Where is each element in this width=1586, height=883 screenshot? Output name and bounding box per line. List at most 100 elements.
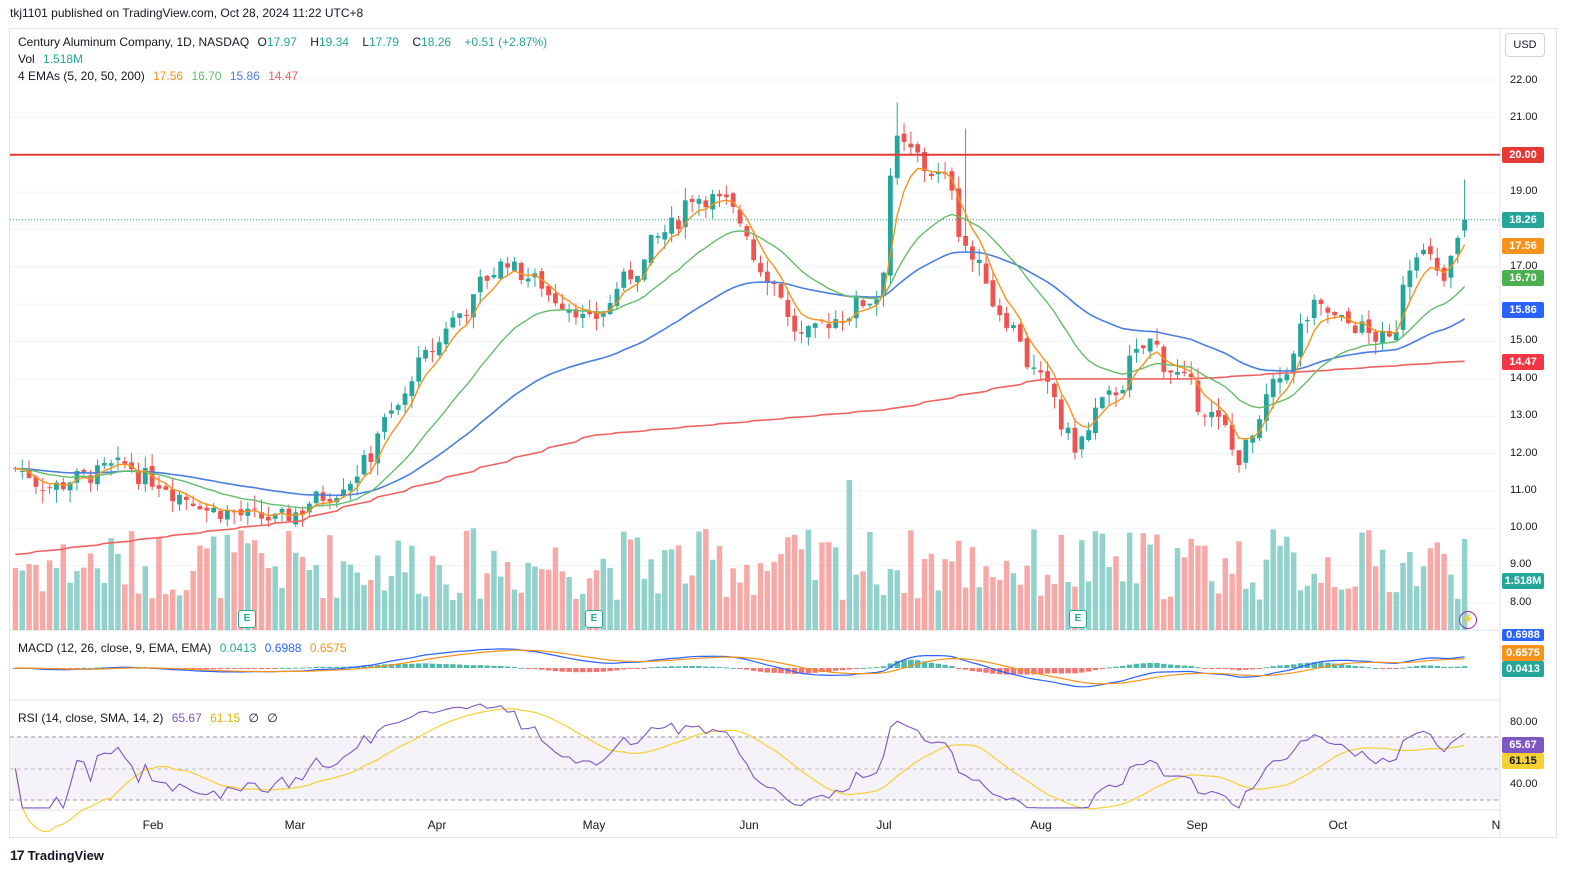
volume-bar [1099,533,1106,630]
volume-bar [1154,534,1160,630]
rsi-label[interactable]: RSI (14, close, SMA, 14, 2) [18,711,164,725]
volume-bar [559,571,566,630]
macd-hist-bar [1126,664,1133,668]
chart-frame [9,28,1557,838]
volume-bar [860,571,866,630]
ema5-line [15,167,1466,517]
rsi-ma-line [14,708,1465,833]
candle-body [252,508,258,510]
macd-hist-bar [1284,664,1290,668]
macd-hist-bar [415,663,422,668]
macd-hist-bar [1202,668,1208,669]
volume-bar [1120,581,1126,630]
vol-value: 1.518M [43,52,84,66]
volume-bar [1448,574,1454,630]
macd-hist-bar [498,665,504,668]
candle-body [512,261,517,271]
volume-bar [785,537,791,630]
candle-body [676,220,681,230]
macd-hist-bar [1441,666,1447,668]
candle-body [935,172,941,175]
volume-bar [1017,584,1023,630]
macd-hist-bar [457,664,463,668]
candle-body [382,417,387,432]
ema-label[interactable]: 4 EMAs (5, 20, 50, 200) [18,69,145,83]
volume-bar [901,592,907,630]
volume-bar [279,587,285,630]
volume-bar [539,568,545,630]
macd-hist-bar [1113,666,1119,668]
volume-bar [1167,596,1174,630]
earnings-marker[interactable]: E [585,610,603,628]
low-label: L [362,35,369,49]
volume-bar [135,593,142,630]
candle-body [54,482,59,490]
macd-hist-bar [238,668,244,669]
footer-brand[interactable]: 17 TradingView [10,847,104,863]
macd-hist-bar [204,668,210,670]
candle-body [655,236,661,238]
macd-hist-bar [826,668,832,672]
macd-hist-bar [525,668,531,669]
volume-bar [634,537,641,630]
volume-bar [682,583,689,630]
candle-body [1352,325,1358,333]
volume-bar [347,564,354,630]
candle-body [67,482,73,491]
volume-bar [1441,553,1447,630]
macd-hist-bar [1407,666,1413,668]
candle-body [177,494,182,505]
volume-bar [580,593,586,630]
volume-bar [867,531,873,630]
volume-bar [525,562,531,630]
macd-hist-bar [197,668,203,670]
candle-body [163,486,169,490]
macd-hist-bar [1099,668,1106,669]
candle-body [566,309,572,313]
currency-button[interactable]: USD [1505,33,1545,57]
macd-hist-bar [313,666,319,668]
volume-bar [1181,557,1188,630]
volume-bar [108,538,114,630]
macd-hist-bar [723,667,730,669]
candle-body [170,489,176,502]
macd-hist-bar [1120,665,1126,668]
volume-tag: 1.518M [1502,573,1544,589]
x-tick: Jun [739,818,759,832]
brand-name: TradingView [27,847,104,863]
volume-bar [422,596,429,630]
macd-hist-bar [1010,668,1017,675]
volume-bar [115,553,121,630]
earnings-marker[interactable]: E [238,610,256,628]
candle-body [669,217,675,234]
volume-bar [962,587,969,630]
volume-bar [463,530,470,630]
volume-bar [552,547,559,630]
vol-label[interactable]: Vol [18,52,35,66]
macd-hist-bar [224,668,231,670]
earnings-marker[interactable]: E [1069,610,1087,628]
candle-body [703,200,709,208]
candle-body [997,305,1003,316]
candle-body [416,357,422,382]
candle-body [224,510,230,520]
volume-bar [1215,593,1222,630]
candle-body [1195,380,1201,412]
volume-bar [908,530,914,630]
volume-bar [87,553,94,630]
macd-signal-line [15,649,1465,685]
volume-bar [245,543,251,630]
macd-hist-value: 0.0413 [219,641,257,655]
macd-label[interactable]: MACD (12, 26, close, 9, EMA, EMA) [18,641,212,655]
volume-bar [197,545,203,630]
volume-bar [956,540,962,630]
macd-hist-bar [566,668,572,672]
volume-bar [122,584,128,630]
candle-body [826,323,832,329]
lightning-icon[interactable]: ⚡ [1459,611,1477,629]
candle-body [1270,378,1276,398]
symbol-title[interactable]: Century Aluminum Company, 1D, NASDAQ [18,35,250,49]
macd-hist-bar [737,668,743,669]
volume-bar [614,599,620,630]
